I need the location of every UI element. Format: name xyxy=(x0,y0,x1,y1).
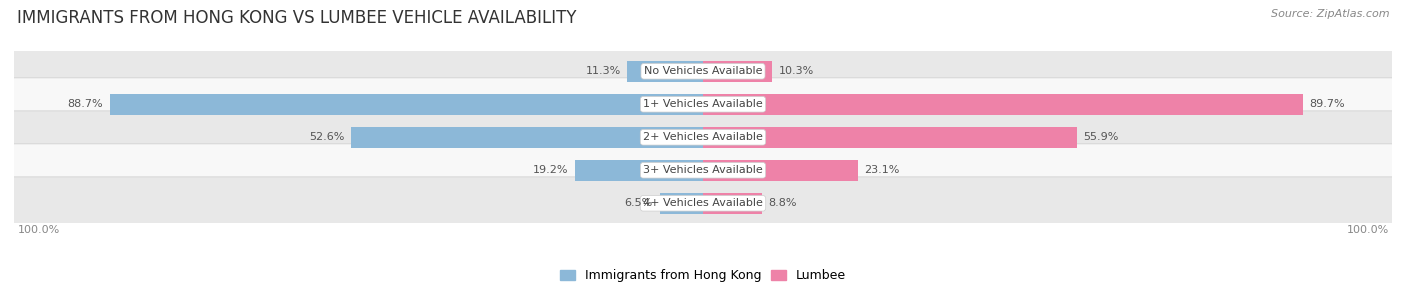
Text: 23.1%: 23.1% xyxy=(865,165,900,175)
Text: 52.6%: 52.6% xyxy=(309,132,344,142)
Text: 55.9%: 55.9% xyxy=(1084,132,1119,142)
Bar xyxy=(703,94,1303,115)
FancyBboxPatch shape xyxy=(13,45,1393,98)
FancyBboxPatch shape xyxy=(13,177,1393,230)
FancyBboxPatch shape xyxy=(13,111,1393,164)
Text: 89.7%: 89.7% xyxy=(1309,99,1346,109)
Text: 19.2%: 19.2% xyxy=(533,165,568,175)
Text: 100.0%: 100.0% xyxy=(17,225,59,235)
Text: No Vehicles Available: No Vehicles Available xyxy=(644,66,762,76)
Bar xyxy=(352,126,703,148)
Bar xyxy=(110,94,703,115)
Text: 4+ Vehicles Available: 4+ Vehicles Available xyxy=(643,198,763,208)
Bar xyxy=(659,192,703,214)
Text: 100.0%: 100.0% xyxy=(1347,225,1389,235)
Legend: Immigrants from Hong Kong, Lumbee: Immigrants from Hong Kong, Lumbee xyxy=(560,269,846,282)
FancyBboxPatch shape xyxy=(13,78,1393,131)
Text: 11.3%: 11.3% xyxy=(585,66,620,76)
FancyBboxPatch shape xyxy=(13,144,1393,197)
Text: 8.8%: 8.8% xyxy=(769,198,797,208)
Bar xyxy=(703,192,762,214)
Text: 6.5%: 6.5% xyxy=(624,198,652,208)
Text: IMMIGRANTS FROM HONG KONG VS LUMBEE VEHICLE AVAILABILITY: IMMIGRANTS FROM HONG KONG VS LUMBEE VEHI… xyxy=(17,9,576,27)
Text: 10.3%: 10.3% xyxy=(779,66,814,76)
Text: Source: ZipAtlas.com: Source: ZipAtlas.com xyxy=(1271,9,1389,19)
Text: 1+ Vehicles Available: 1+ Vehicles Available xyxy=(643,99,763,109)
Text: 2+ Vehicles Available: 2+ Vehicles Available xyxy=(643,132,763,142)
Text: 88.7%: 88.7% xyxy=(67,99,103,109)
Text: 3+ Vehicles Available: 3+ Vehicles Available xyxy=(643,165,763,175)
Bar xyxy=(627,61,703,82)
Bar xyxy=(703,160,858,181)
Bar xyxy=(575,160,703,181)
Bar xyxy=(703,126,1077,148)
Bar xyxy=(703,61,772,82)
